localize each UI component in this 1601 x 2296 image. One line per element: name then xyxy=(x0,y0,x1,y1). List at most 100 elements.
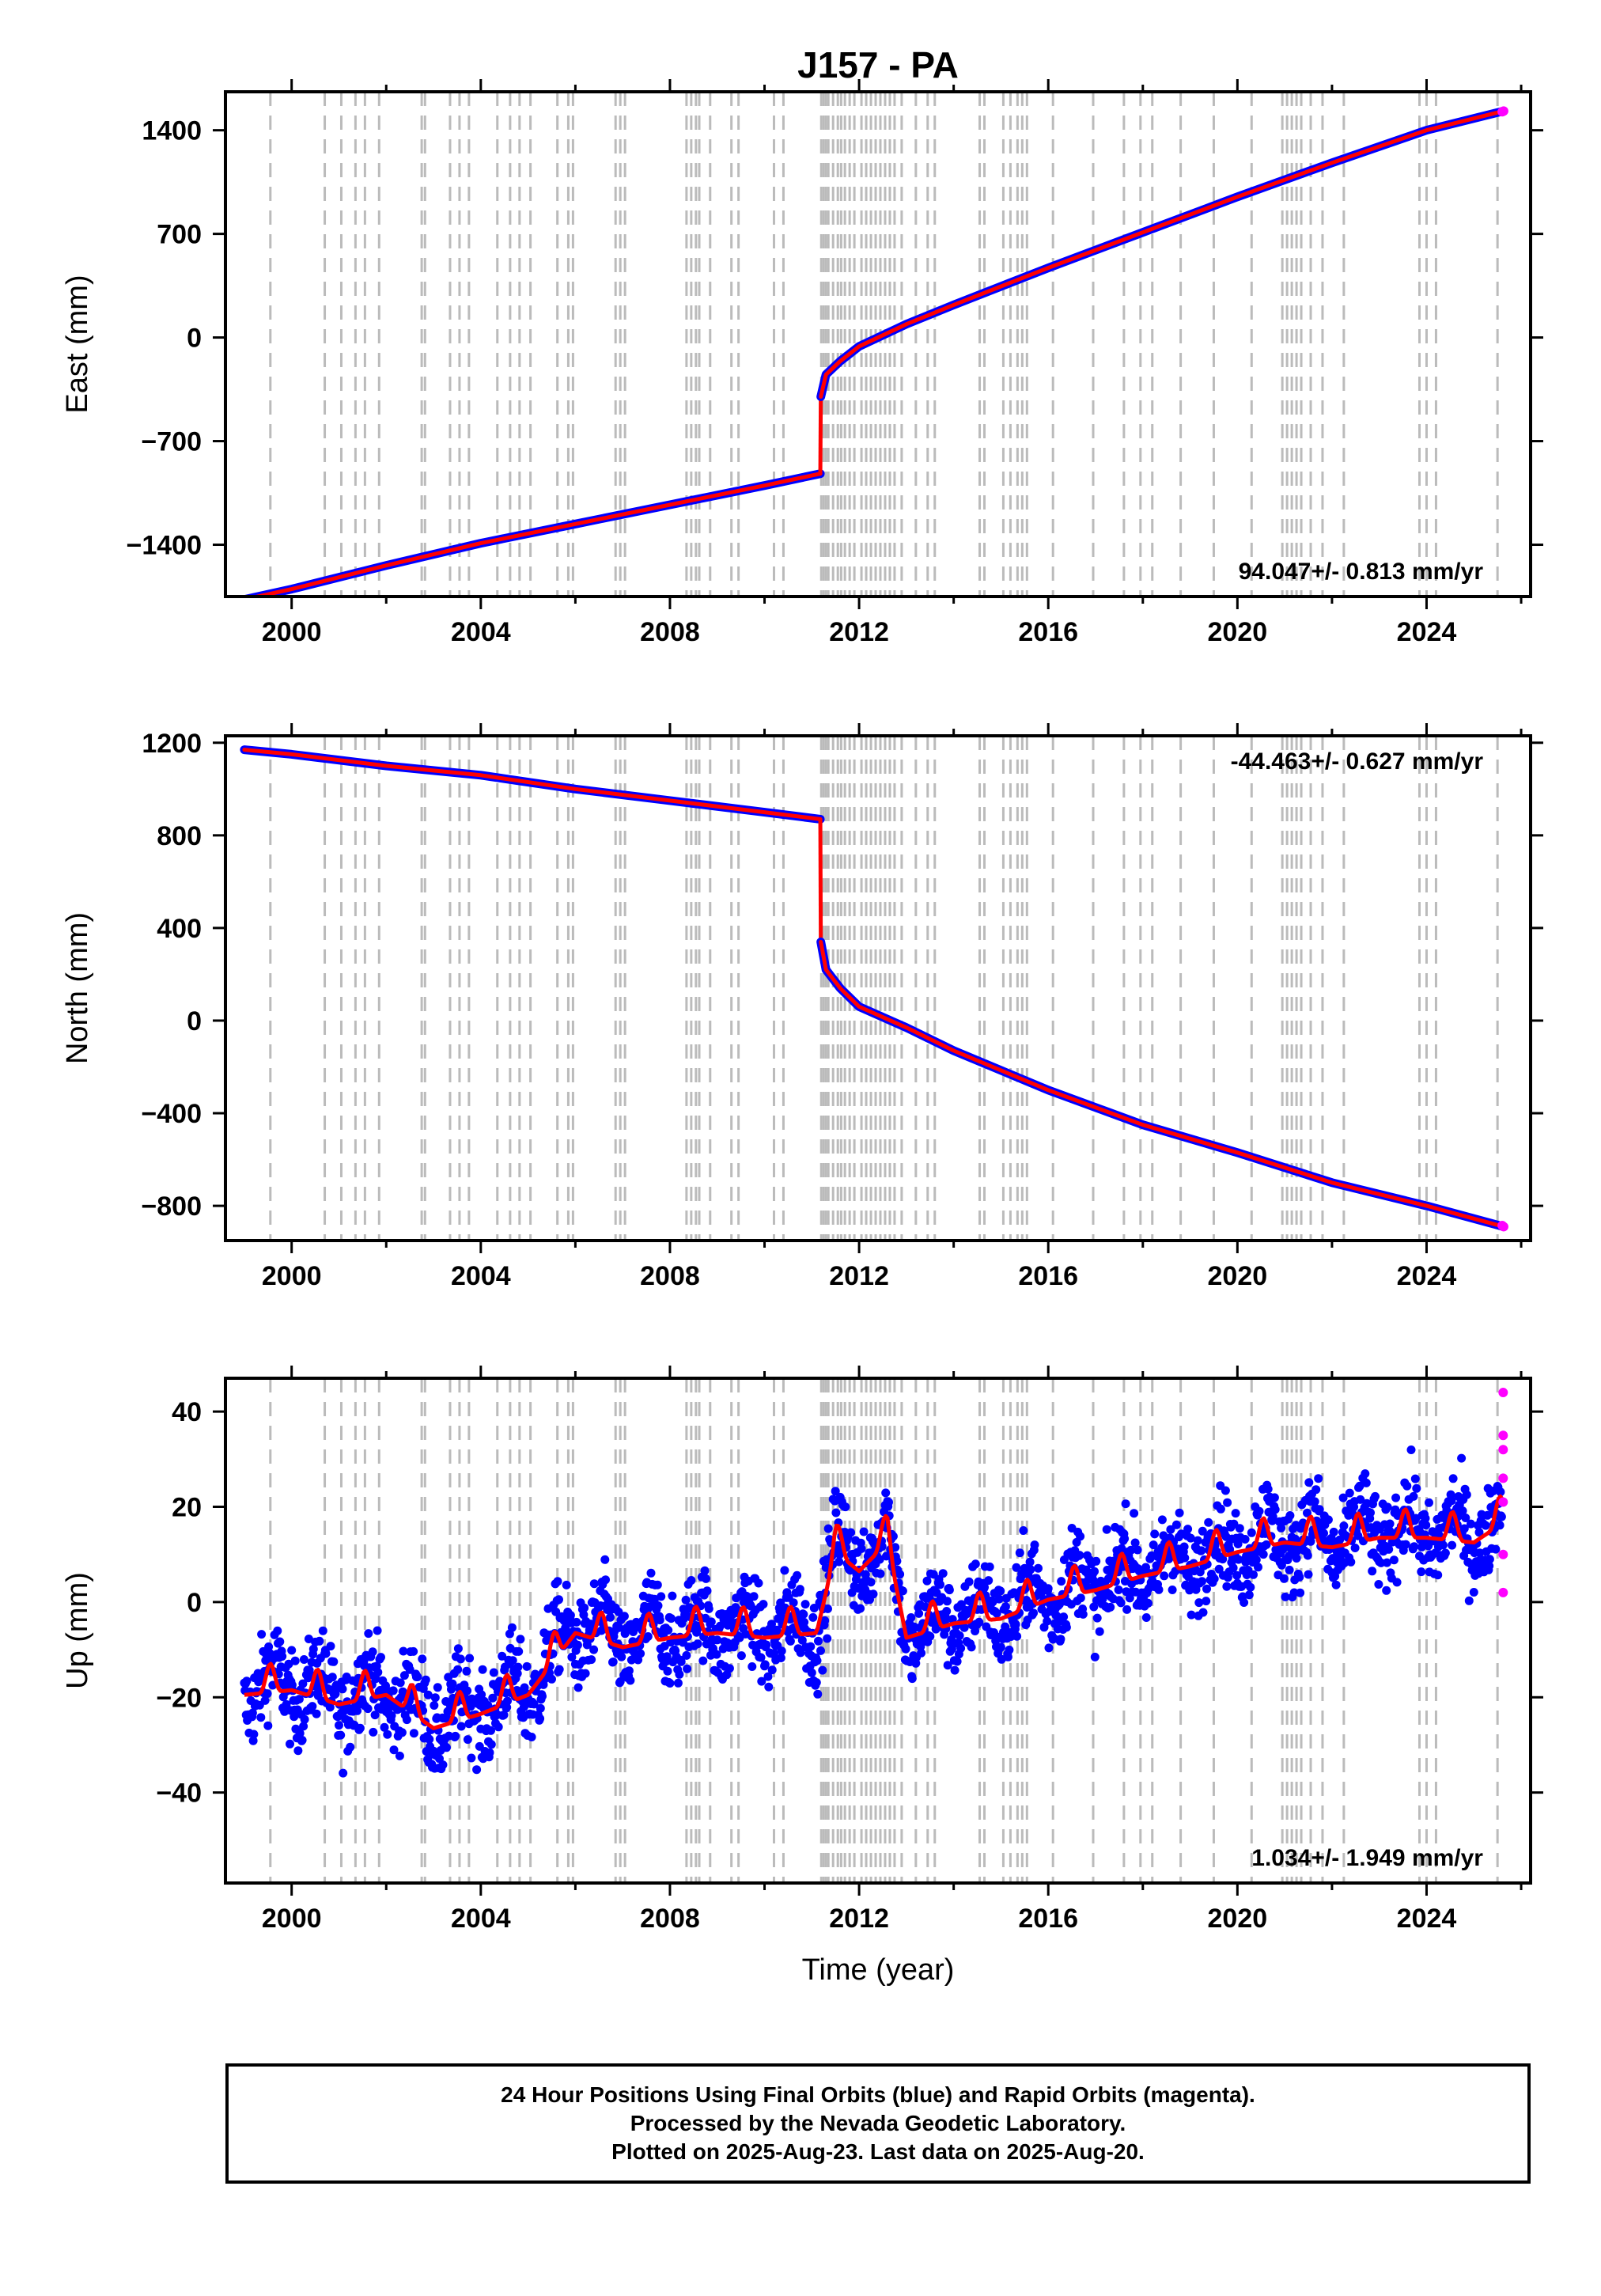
data-point xyxy=(1114,1586,1123,1594)
data-point xyxy=(988,1597,997,1607)
data-point xyxy=(959,1623,969,1632)
data-point xyxy=(562,1580,571,1589)
data-point xyxy=(663,1666,672,1676)
data-point xyxy=(1440,1548,1450,1558)
data-point xyxy=(626,1655,636,1665)
velocity-rate-label: 94.047+/- 0.813 mm/yr xyxy=(1239,559,1484,585)
y-tick-label: 40 xyxy=(172,1397,202,1427)
data-point xyxy=(587,1655,596,1665)
data-point xyxy=(831,1508,841,1517)
data-point xyxy=(463,1686,472,1695)
data-point xyxy=(1270,1505,1280,1514)
data-point xyxy=(1475,1548,1485,1558)
rapid-orbit-point xyxy=(1498,1473,1508,1483)
data-point xyxy=(725,1664,734,1673)
data-point xyxy=(1106,1602,1115,1612)
data-point xyxy=(762,1640,771,1650)
x-tick-label: 2008 xyxy=(640,617,700,647)
data-point xyxy=(1262,1540,1271,1549)
data-point xyxy=(579,1610,589,1620)
data-point xyxy=(514,1646,524,1656)
data-point xyxy=(1168,1586,1177,1594)
data-point xyxy=(315,1636,324,1646)
data-point xyxy=(943,1661,952,1670)
data-point xyxy=(1154,1585,1164,1594)
data-point xyxy=(1240,1535,1250,1544)
data-point xyxy=(760,1660,770,1669)
data-point xyxy=(1175,1508,1184,1517)
x-tick-label: 2000 xyxy=(262,1904,322,1934)
data-point xyxy=(1078,1609,1088,1619)
data-point xyxy=(1339,1521,1349,1531)
plot-area xyxy=(240,736,1508,1241)
data-point xyxy=(1076,1532,1085,1541)
data-point xyxy=(453,1644,463,1654)
data-point xyxy=(438,1760,448,1770)
data-point xyxy=(297,1736,307,1745)
data-point xyxy=(1235,1524,1244,1533)
data-point xyxy=(1402,1481,1412,1491)
data-point xyxy=(831,1487,840,1496)
data-point xyxy=(1314,1474,1323,1483)
data-point xyxy=(1485,1555,1494,1564)
data-point xyxy=(489,1668,498,1677)
data-point xyxy=(249,1730,259,1739)
data-point xyxy=(275,1637,285,1646)
data-point xyxy=(1392,1578,1402,1587)
data-point xyxy=(1117,1544,1126,1553)
data-point xyxy=(806,1642,816,1651)
data-point xyxy=(1304,1570,1313,1579)
data-point xyxy=(538,1692,547,1701)
data-point xyxy=(395,1751,404,1760)
x-tick-label: 2004 xyxy=(451,1261,511,1291)
data-point xyxy=(944,1586,954,1595)
x-tick-label: 2008 xyxy=(640,1904,700,1934)
data-point xyxy=(369,1727,378,1737)
y-tick-label: −400 xyxy=(141,1099,202,1129)
data-point xyxy=(675,1669,684,1679)
data-point xyxy=(498,1651,507,1661)
data-point xyxy=(499,1711,509,1720)
data-point xyxy=(624,1666,634,1676)
data-point xyxy=(1149,1540,1158,1550)
data-point xyxy=(456,1722,466,1731)
data-point xyxy=(1232,1570,1242,1580)
data-point xyxy=(338,1684,347,1694)
data-point xyxy=(397,1728,407,1737)
data-point xyxy=(278,1652,287,1661)
data-point xyxy=(906,1613,916,1622)
data-point xyxy=(1121,1499,1130,1509)
data-point xyxy=(615,1677,625,1686)
y-tick-label: −800 xyxy=(141,1192,202,1222)
data-point xyxy=(465,1654,475,1663)
data-point xyxy=(823,1524,833,1533)
data-point xyxy=(1029,1608,1038,1618)
data-point xyxy=(700,1566,710,1575)
data-point xyxy=(1258,1550,1268,1559)
data-point xyxy=(1295,1572,1304,1582)
data-point xyxy=(257,1630,267,1639)
data-point xyxy=(1361,1469,1370,1479)
data-point xyxy=(263,1721,273,1730)
data-point xyxy=(335,1721,343,1730)
data-point xyxy=(856,1604,865,1613)
data-point xyxy=(1150,1529,1160,1539)
data-point xyxy=(608,1658,618,1666)
data-point xyxy=(1474,1528,1484,1537)
data-point xyxy=(938,1569,948,1578)
data-point xyxy=(1459,1524,1469,1533)
data-point xyxy=(780,1566,789,1575)
y-tick-label: 0 xyxy=(187,324,202,354)
data-point xyxy=(796,1648,805,1658)
data-point xyxy=(898,1586,907,1596)
data-point xyxy=(1277,1523,1286,1533)
data-point xyxy=(486,1740,496,1749)
data-point xyxy=(800,1600,810,1609)
y-tick-label: −1400 xyxy=(127,531,202,561)
data-point xyxy=(1092,1556,1101,1566)
data-point xyxy=(373,1626,382,1635)
model-fit-line xyxy=(819,940,1506,1229)
data-point xyxy=(299,1655,308,1664)
data-point xyxy=(1285,1511,1295,1520)
